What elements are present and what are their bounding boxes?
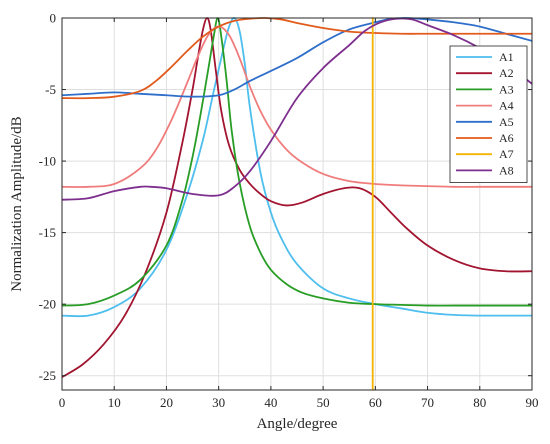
x-tick-label: 50 [317, 395, 330, 410]
x-tick-label: 20 [160, 395, 173, 410]
legend: A1 A2 A3 A4 A5 A6 A7 A8 [449, 45, 528, 184]
axes-box [61, 17, 533, 391]
x-tick-label: 90 [526, 395, 539, 410]
series-line-a4 [62, 25, 532, 188]
y-tick-label: -25 [39, 368, 56, 383]
x-tick-label: 0 [59, 395, 66, 410]
axis-ticks: 0 10 20 30 40 50 60 70 80 90 0 -5 -10 -15 -20 -25 [39, 11, 539, 411]
legend-label: A6 [499, 131, 514, 145]
x-tick-label: 60 [369, 395, 382, 410]
series-line-a1 [62, 17, 532, 318]
legend-box [449, 45, 528, 184]
legend-label: A3 [499, 82, 514, 96]
legend-label: A7 [499, 147, 514, 161]
legend-label: A8 [499, 163, 514, 177]
y-tick-label: -5 [45, 82, 56, 97]
legend-label: A1 [499, 50, 514, 64]
y-tick-label: -10 [39, 154, 56, 169]
x-tick-label: 40 [264, 395, 277, 410]
y-tick-label: 0 [50, 11, 57, 26]
y-tick-label: -15 [39, 225, 56, 240]
legend-label: A2 [499, 66, 514, 80]
legend-label: A4 [499, 99, 514, 113]
legend-label: A5 [499, 115, 514, 129]
y-tick-label: -20 [39, 297, 56, 312]
x-tick-label: 30 [212, 395, 225, 410]
x-axis-label: Angle/degree [257, 416, 338, 432]
x-tick-label: 70 [421, 395, 434, 410]
y-axis-label: Normalization Amplitude/dB [9, 116, 25, 291]
x-tick-label: 80 [473, 395, 486, 410]
x-tick-label: 10 [108, 395, 121, 410]
series-line-a5 [62, 17, 532, 98]
series-line-a8 [62, 17, 532, 201]
